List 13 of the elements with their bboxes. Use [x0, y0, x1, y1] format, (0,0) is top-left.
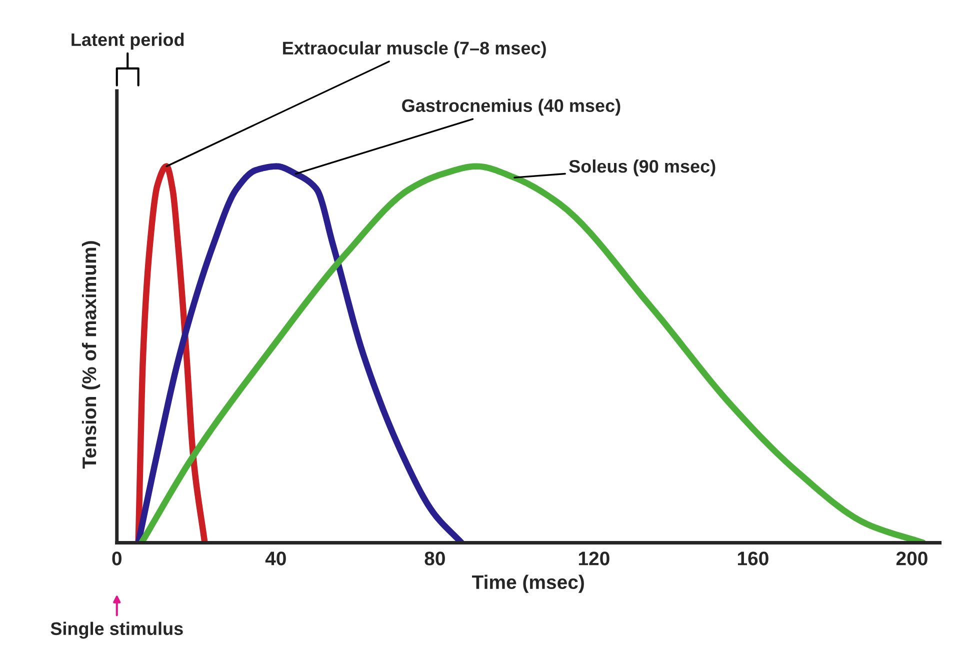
- text: Extraocular muscle (7–8 msec): [283, 41, 546, 58]
- x-axis-title: Time (msec): [472, 574, 584, 593]
- text: Gastrocnemius (40 msec): [402, 98, 620, 116]
- x-tick-label: 80: [424, 552, 445, 566]
- x-tick-label: 160: [738, 552, 768, 566]
- x-tick-label: 120: [578, 552, 610, 566]
- text: Latent period: [72, 32, 184, 50]
- series-label: Soleus (90 msec): [569, 159, 716, 176]
- text: Single stimulus: [50, 622, 183, 639]
- x-tick-label: 200: [896, 552, 928, 566]
- y-axis-title: Tension (% of maximum): [82, 241, 100, 469]
- x-tick-label: 0: [112, 552, 122, 566]
- x-tick-label: 40: [265, 552, 286, 566]
